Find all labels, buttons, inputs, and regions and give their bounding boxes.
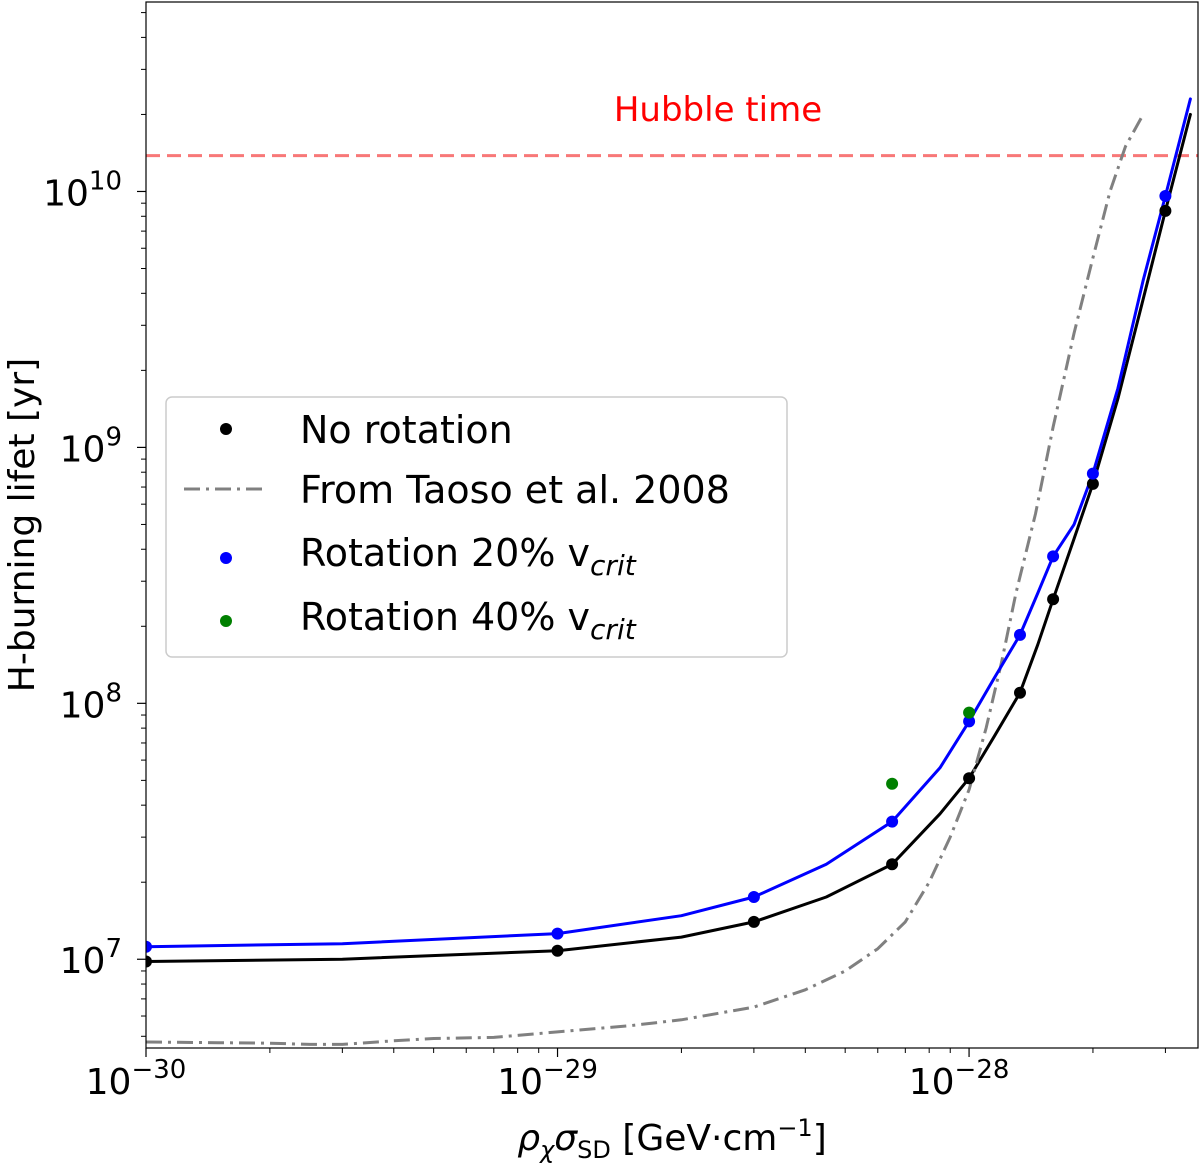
x-axis-label: ρχσSD [GeV·cm−1] xyxy=(517,1114,827,1164)
rotation-20-point xyxy=(1047,550,1060,563)
hubble-time-label: Hubble time xyxy=(614,90,822,130)
legend-label-no-rotation: No rotation xyxy=(300,408,513,452)
no-rotation-point xyxy=(551,944,564,957)
y-tick-label: 1010 xyxy=(43,166,122,214)
no-rotation-point xyxy=(1159,204,1172,217)
y-tick-label: 109 xyxy=(60,422,122,470)
rotation-20-point xyxy=(1014,628,1026,641)
x-tick-label: 10−28 xyxy=(909,1055,1010,1103)
rotation-20-point xyxy=(747,891,760,903)
legend-marker-no-rotation xyxy=(220,423,232,435)
rotation-20-point xyxy=(146,940,152,953)
taoso-2008-curve xyxy=(146,113,1145,1046)
no-rotation-point xyxy=(886,858,899,871)
rotation-20-point xyxy=(1086,467,1099,480)
rotation-20-point xyxy=(886,815,899,828)
y-tick-label: 107 xyxy=(60,934,122,982)
legend-label-rotation-20: Rotation 20% vcrit xyxy=(300,531,637,582)
y-axis-label: H-burning lifet [yr] xyxy=(2,358,43,692)
legend-label-taoso: From Taoso et al. 2008 xyxy=(300,468,730,512)
plot-frame xyxy=(145,1,1199,1049)
rotation-20-point xyxy=(1159,190,1172,202)
no-rotation-point xyxy=(146,955,152,968)
no-rotation-point xyxy=(1047,593,1060,606)
rotation-20-curve xyxy=(146,97,1192,949)
legend: No rotation From Taoso et al. 2008 Rotat… xyxy=(165,396,788,658)
x-tick-label: 10−30 xyxy=(86,1055,187,1103)
legend-frame xyxy=(165,396,788,658)
no-rotation-point xyxy=(1014,686,1026,699)
rotation-40-point xyxy=(963,706,976,719)
rotation-20-point xyxy=(963,715,976,728)
no-rotation-point xyxy=(1086,477,1099,490)
legend-label-rotation-40: Rotation 40% vcrit xyxy=(300,595,637,646)
y-tick-label: 108 xyxy=(60,678,122,726)
no-rotation-point xyxy=(747,915,760,928)
rotation-40-point xyxy=(886,777,899,790)
x-tick-label: 10−29 xyxy=(497,1055,598,1103)
no-rotation-point xyxy=(963,772,976,785)
legend-marker-rotation-20 xyxy=(220,552,232,564)
legend-marker-rotation-40 xyxy=(220,615,232,627)
no-rotation-curve xyxy=(146,112,1192,963)
rotation-20-point xyxy=(551,927,564,940)
